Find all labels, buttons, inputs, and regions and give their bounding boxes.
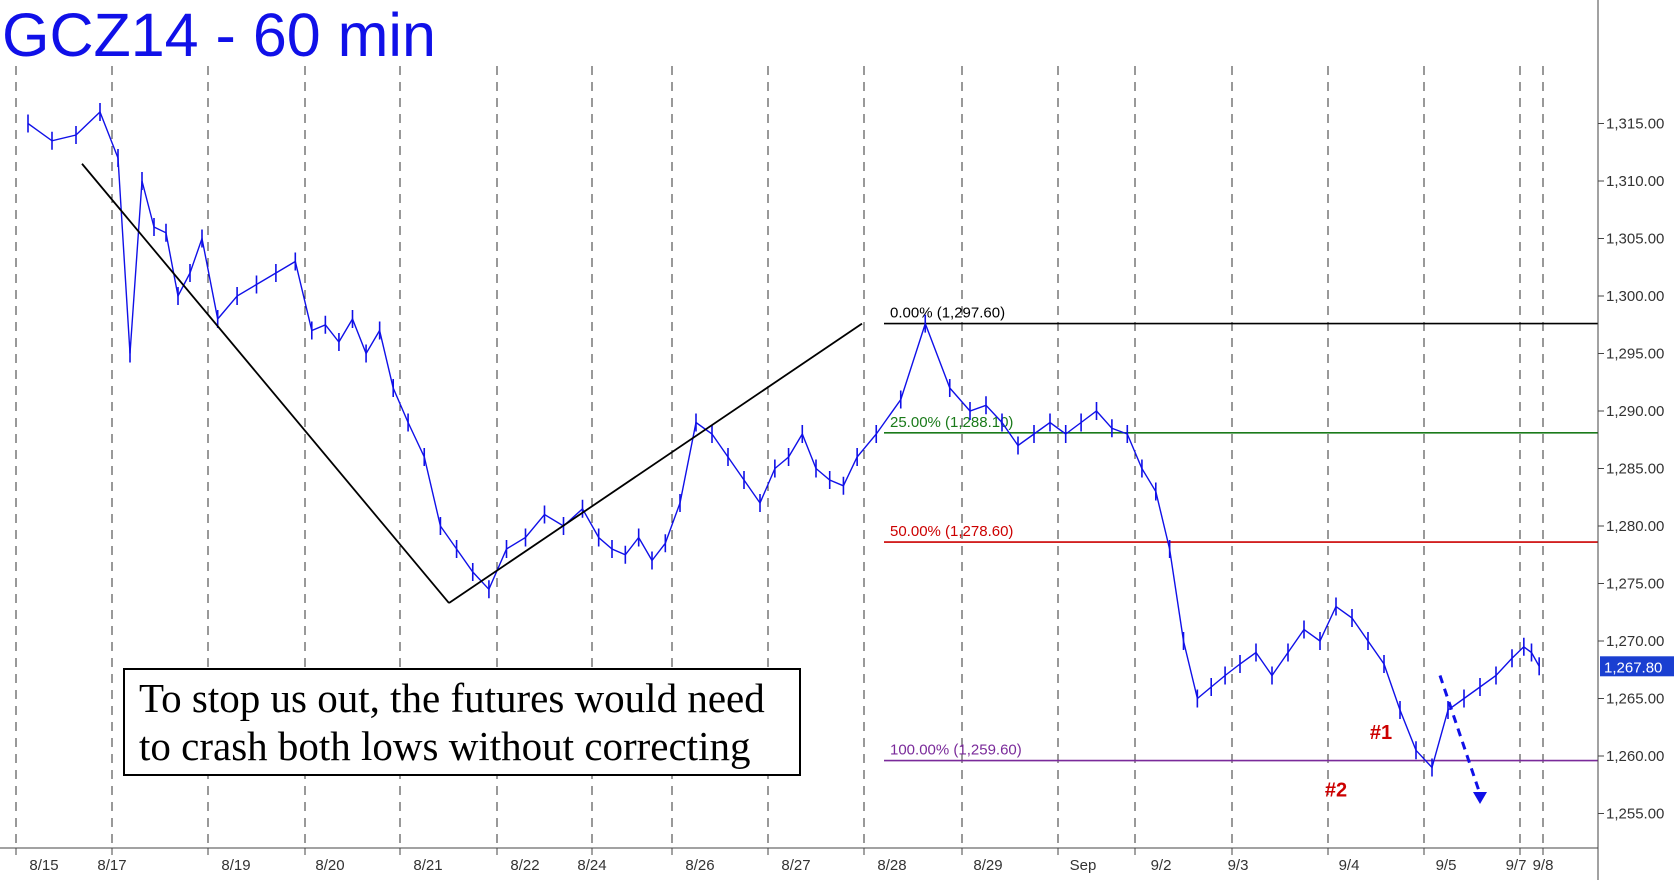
x-tick-label: 9/7: [1506, 857, 1527, 874]
annotation-line-2: to crash both lows without correcting: [139, 723, 751, 769]
x-tick-label: 9/3: [1228, 857, 1249, 874]
swing-marker-label: #1: [1370, 722, 1392, 744]
annotation-box: To stop us out, the futures would need t…: [123, 668, 801, 776]
x-tick-label: 8/26: [685, 857, 714, 874]
fib-level-label: 50.00% (1,278.60): [890, 523, 1013, 540]
x-tick-label: 8/24: [577, 857, 606, 874]
y-tick-label: 1,305.00: [1606, 231, 1664, 248]
price-bars: [27, 103, 1540, 777]
last-price-label: 1,267.80: [1604, 659, 1662, 676]
y-tick-label: 1,295.00: [1606, 346, 1664, 363]
y-tick-label: 1,290.00: [1606, 403, 1664, 420]
swing-marker-label: #2: [1325, 780, 1347, 802]
x-tick-label: Sep: [1070, 857, 1097, 874]
price-line: [27, 110, 1540, 769]
y-tick-label: 1,275.00: [1606, 576, 1664, 593]
y-tick-label: 1,315.00: [1606, 116, 1664, 133]
x-tick-label: 8/19: [221, 857, 250, 874]
swing-markers: #1 #2: [1325, 722, 1392, 802]
fib-level-label: 0.00% (1,297.60): [890, 305, 1005, 322]
y-tick-label: 1,265.00: [1606, 691, 1664, 708]
y-tick-label: 1,310.00: [1606, 173, 1664, 190]
fib-level-label: 25.00% (1,288.10): [890, 414, 1013, 431]
trend-line: [448, 322, 863, 604]
x-tick-label: 9/8: [1533, 857, 1554, 874]
y-tick-label: 1,285.00: [1606, 461, 1664, 478]
x-tick-label: 8/15: [29, 857, 58, 874]
projection-dashes: [1438, 675, 1482, 795]
x-tick-label: 8/22: [510, 857, 539, 874]
y-tick-label: 1,255.00: [1606, 806, 1664, 823]
x-tick-label: 8/27: [781, 857, 810, 874]
trend-line: [81, 163, 450, 604]
fibonacci-levels: 0.00% (1,297.60) 25.00% (1,288.10) 50.00% …: [884, 305, 1598, 762]
x-tick-label: 8/20: [315, 857, 344, 874]
projection-arrow: [1438, 675, 1487, 804]
x-tick-label: 8/17: [97, 857, 126, 874]
x-tick-label: 9/4: [1339, 857, 1360, 874]
fib-level-label: 100.00% (1,259.60): [890, 742, 1022, 759]
trend-lines: [81, 163, 863, 604]
y-tick-label: 1,280.00: [1606, 518, 1664, 535]
x-axis: 8/15 8/17 8/19 8/20 8/21 8/22 8/24 8/26 8/27 8/28…: [0, 847, 1598, 874]
vertical-gridlines: [15, 66, 1544, 848]
projection-arrowhead: [1473, 792, 1487, 804]
x-tick-label: 9/2: [1151, 857, 1172, 874]
x-tick-label: 9/5: [1436, 857, 1457, 874]
x-tick-label: 8/28: [877, 857, 906, 874]
last-price-badge: [1600, 656, 1674, 677]
y-tick-label: 1,300.00: [1606, 288, 1664, 305]
x-tick-label: 8/21: [413, 857, 442, 874]
x-tick-label: 8/29: [973, 857, 1002, 874]
annotation-line-1: To stop us out, the futures would need: [139, 675, 765, 721]
chart-title: GCZ14 - 60 min: [2, 1, 436, 69]
y-tick-label: 1,270.00: [1606, 633, 1664, 650]
y-tick-label: 1,260.00: [1606, 748, 1664, 765]
y-axis: 1,255.00 1,260.00 1,265.00 1,270.00 1,275.00…: [1597, 0, 1674, 880]
